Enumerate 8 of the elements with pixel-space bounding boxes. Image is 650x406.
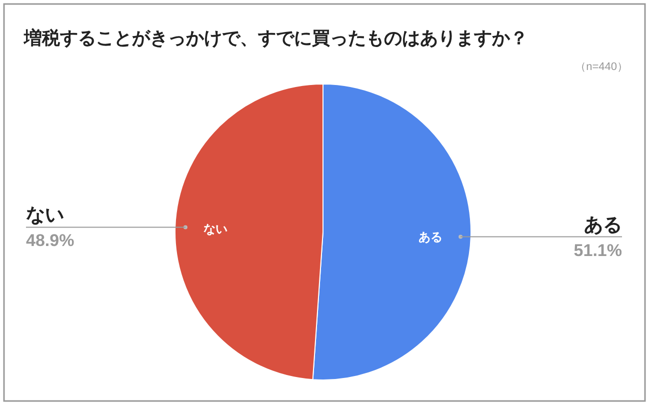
slice-label: ある bbox=[418, 230, 442, 244]
slice-label: ある bbox=[584, 214, 622, 236]
data-label: 48.9% bbox=[26, 231, 74, 250]
slice-label: ない bbox=[204, 222, 228, 236]
chart-title: 増税することがきっかけで、すでに買ったものはありますか？ bbox=[23, 27, 528, 48]
text: （n=440） bbox=[575, 61, 628, 73]
slice-label: ない bbox=[26, 205, 64, 226]
data-label: 51.1% bbox=[574, 240, 622, 260]
